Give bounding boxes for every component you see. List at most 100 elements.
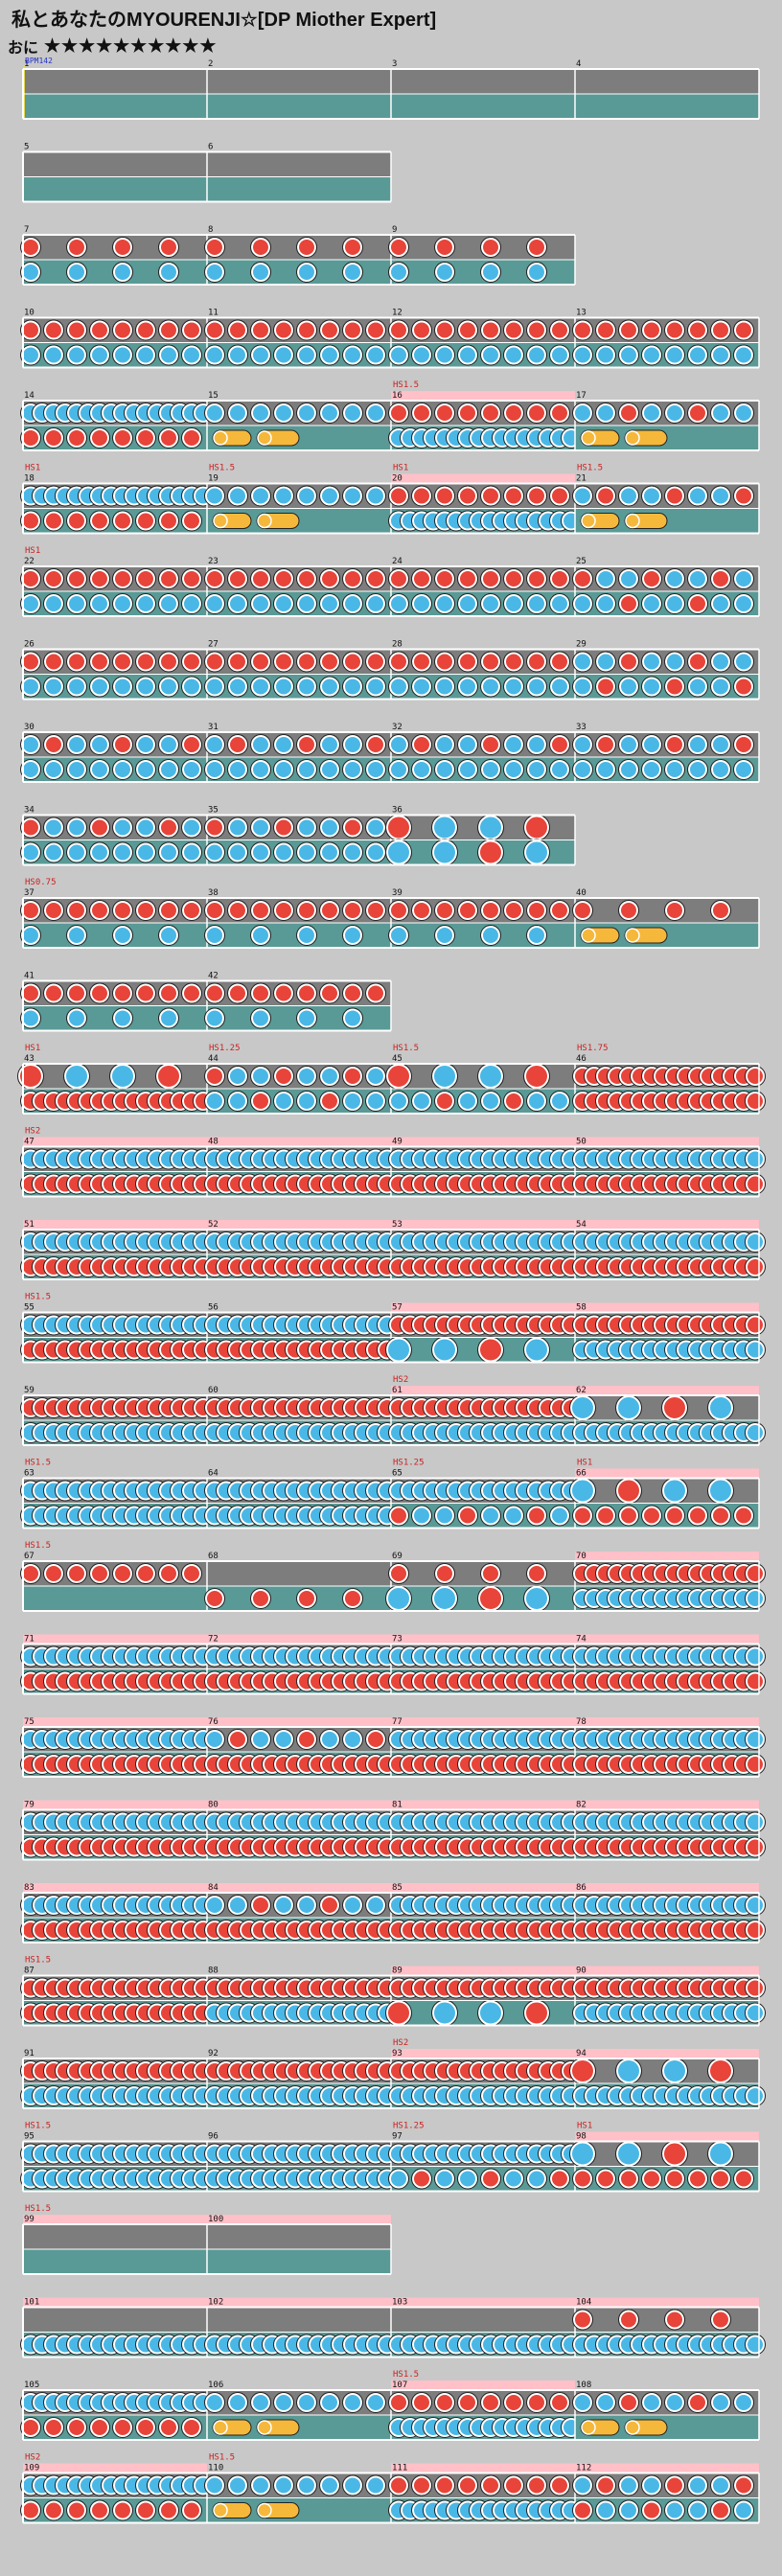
measure: 10	[20, 309, 207, 368]
note-outline	[273, 816, 294, 839]
don-note	[524, 815, 549, 840]
note-outline	[480, 1563, 501, 1584]
don-note	[205, 983, 224, 1003]
don-note	[343, 569, 362, 588]
score-row: 10 11 12 13	[20, 309, 760, 369]
gogo-band	[391, 1800, 575, 1810]
don-note	[205, 569, 224, 588]
score-row: 26 27 28 29	[20, 640, 760, 701]
note-outline	[273, 734, 294, 755]
note-outline	[434, 237, 455, 258]
don-note	[524, 2000, 549, 2026]
note-outline	[664, 734, 685, 755]
ka-note	[458, 735, 477, 754]
note-outline	[664, 593, 685, 614]
note-outline	[204, 816, 225, 839]
note-outline	[319, 344, 340, 366]
gogo-band	[207, 1137, 391, 1147]
don-note	[573, 2169, 592, 2189]
don-note	[386, 1064, 411, 1089]
ka-note	[297, 760, 316, 779]
don-note	[524, 1064, 549, 1089]
score-row: 79 80 81 82	[20, 1800, 766, 1861]
ka-note	[366, 403, 385, 423]
don-note	[251, 1589, 270, 1608]
measure-number: 31	[208, 723, 218, 732]
don-note	[228, 1730, 247, 1749]
note-outline	[549, 651, 570, 673]
ka-note	[205, 842, 224, 862]
note-outline	[434, 925, 455, 946]
don-note	[343, 652, 362, 672]
ka-note	[504, 1506, 523, 1526]
note-outline	[733, 676, 754, 698]
note-outline	[296, 593, 317, 614]
note-outline	[296, 1066, 317, 1087]
note-outline	[296, 734, 317, 755]
note-outline	[388, 734, 409, 755]
speed-marker: HS0.75	[25, 878, 57, 887]
note-outline	[227, 1091, 248, 1112]
note-outline	[135, 510, 156, 532]
don-note	[156, 1064, 181, 1089]
ka-note	[44, 817, 63, 838]
ka-note	[297, 1067, 316, 1086]
don-note	[504, 320, 523, 340]
don-note	[320, 1896, 339, 1915]
ka-note	[366, 1092, 385, 1111]
don-note	[136, 428, 155, 448]
don-note	[297, 1589, 316, 1608]
note-outline	[227, 568, 248, 589]
note-outline	[250, 925, 271, 946]
note-outline	[20, 262, 41, 283]
note-outline	[687, 344, 708, 366]
note-outline	[296, 568, 317, 589]
measure: 58	[572, 1302, 766, 1363]
note-outline	[526, 593, 547, 614]
note-outline	[20, 344, 41, 366]
lane-lower	[23, 1586, 207, 1611]
ka-note	[524, 1586, 549, 1611]
ka-note	[458, 760, 477, 779]
note-outline	[43, 651, 64, 673]
note-outline	[388, 402, 409, 424]
measure-number: 70	[576, 1552, 586, 1561]
note-outline	[365, 651, 386, 673]
ka-note	[573, 677, 592, 697]
ka-note	[481, 926, 500, 945]
note-outline	[365, 593, 386, 614]
ka-note	[642, 760, 661, 779]
note-outline	[457, 485, 478, 507]
note-outline	[388, 759, 409, 780]
measure-number: 54	[576, 1220, 586, 1230]
measure: 42	[204, 972, 391, 1031]
note-outline	[20, 427, 41, 448]
note-outline	[503, 734, 524, 755]
note-outline	[319, 1066, 340, 1087]
note-outline	[434, 734, 455, 755]
measure-number: 19	[208, 474, 218, 484]
don-note	[619, 2310, 638, 2330]
note-outline	[342, 1066, 363, 1087]
don-note	[205, 1589, 224, 1608]
note-outline	[250, 568, 271, 589]
note-outline	[687, 651, 708, 673]
ka-note	[21, 760, 40, 779]
ka-note	[366, 760, 385, 779]
ka-note	[205, 594, 224, 613]
don-note	[113, 983, 132, 1003]
measure: 31	[204, 723, 391, 782]
don-note	[746, 1755, 765, 1774]
note-outline	[158, 262, 179, 283]
note-outline	[664, 319, 685, 341]
ka-note	[21, 1008, 40, 1028]
note-outline	[618, 319, 639, 341]
note-outline	[434, 900, 455, 921]
ka-note	[734, 652, 753, 672]
measure-number: 25	[576, 557, 586, 566]
don-note	[642, 569, 661, 588]
measure-number: 79	[24, 1801, 34, 1810]
note-outline	[66, 759, 87, 780]
note-outline	[549, 485, 570, 507]
don-note	[458, 901, 477, 920]
